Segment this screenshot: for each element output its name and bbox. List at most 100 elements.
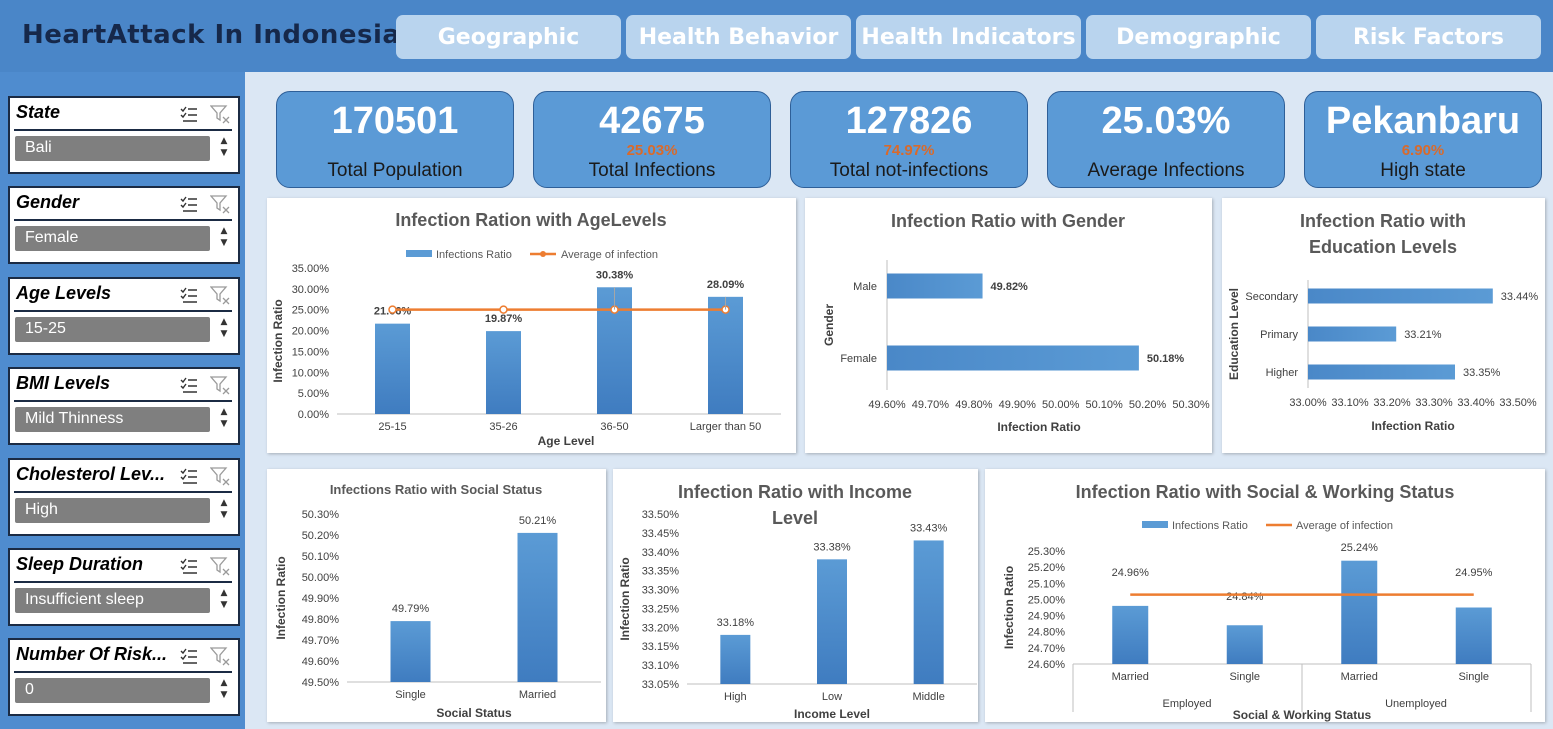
slicer-scrollbar[interactable]: ▲ ▼: [216, 406, 232, 434]
chart-title: Infection Ratio with Gender: [891, 211, 1125, 231]
y-tick-label: Primary: [1260, 329, 1298, 341]
tab-geographic[interactable]: Geographic: [396, 15, 621, 59]
slicer-title: Sleep Duration: [16, 554, 144, 574]
data-label: 33.38%: [813, 541, 851, 553]
bar: [913, 540, 944, 684]
legend-label: Average of infection: [561, 249, 658, 261]
group-label: Unemployed: [1385, 698, 1447, 710]
kpi-percent: 74.97%: [883, 142, 935, 159]
x-axis-label: Social & Working Status: [1233, 708, 1372, 722]
kpi-label: Total Infections: [588, 160, 716, 181]
tab-health-indicators[interactable]: Health Indicators: [856, 15, 1081, 59]
slicer-item-selected[interactable]: Female: [15, 226, 210, 251]
kpi-label: High state: [1380, 160, 1466, 181]
clear-filter-icon[interactable]: [210, 104, 230, 124]
slicer-scrollbar[interactable]: ▲ ▼: [216, 225, 232, 253]
average-marker: [388, 305, 397, 314]
clear-filter-icon[interactable]: [210, 375, 230, 395]
x-tick-label: Larger than 50: [690, 421, 762, 433]
tab-risk-factors[interactable]: Risk Factors: [1316, 15, 1541, 59]
multi-select-icon[interactable]: [180, 105, 198, 123]
slicer-scrollbar[interactable]: ▲ ▼: [216, 135, 232, 163]
multi-select-icon[interactable]: [180, 557, 198, 575]
slicer-scrollbar[interactable]: ▲ ▼: [216, 497, 232, 525]
slicer-item-selected[interactable]: 15-25: [15, 317, 210, 342]
slicer-item-selected[interactable]: High: [15, 498, 210, 523]
chart-age-levels-svg: Infection Ration with AgeLevels 0.00% 5.00…: [271, 210, 781, 448]
scroll-up-icon[interactable]: ▲: [220, 498, 228, 508]
scroll-up-icon[interactable]: ▲: [220, 588, 228, 598]
scroll-down-icon[interactable]: ▼: [220, 600, 228, 610]
bar: [517, 532, 558, 682]
bar: [1455, 607, 1492, 664]
multi-select-icon[interactable]: [180, 376, 198, 394]
clear-filter-icon[interactable]: [210, 285, 230, 305]
x-axis-label: Infection Ratio: [997, 420, 1080, 434]
slicer-scrollbar[interactable]: ▲ ▼: [216, 316, 232, 344]
multi-select-icon[interactable]: [180, 195, 198, 213]
tab-health-behavior[interactable]: Health Behavior: [626, 15, 851, 59]
y-tick-label: 24.80%: [1028, 627, 1066, 639]
x-axis-label: Social Status: [436, 706, 512, 720]
y-axis-label: Education Level: [1227, 288, 1241, 380]
x-tick-label: Married: [519, 689, 556, 701]
data-label: 33.44%: [1501, 291, 1539, 303]
y-tick-label: 25.00%: [292, 305, 330, 317]
y-tick-label: 50.10%: [302, 551, 340, 563]
multi-select-icon[interactable]: [180, 286, 198, 304]
slicer-scrollbar[interactable]: ▲ ▼: [216, 587, 232, 615]
y-tick-label: 50.20%: [302, 530, 340, 542]
scroll-down-icon[interactable]: ▼: [220, 419, 228, 429]
kpi-average-infections: 25.03% Average Infections: [1047, 91, 1285, 188]
scroll-down-icon[interactable]: ▼: [220, 238, 228, 248]
y-tick-label: 33.30%: [642, 585, 680, 597]
bar: [720, 634, 751, 684]
y-tick-label: 25.10%: [1028, 578, 1066, 590]
chart-social-working-svg: Infection Ratio with Social & Working St…: [1002, 482, 1532, 722]
y-tick-label: 25.00%: [1028, 594, 1066, 606]
multi-select-icon[interactable]: [180, 467, 198, 485]
slicer-divider: [14, 219, 232, 221]
clear-filter-icon[interactable]: [210, 466, 230, 486]
slicer-item-selected[interactable]: Insufficient sleep: [15, 588, 210, 613]
slicer-4: Cholesterol Lev... High ▲ ▼: [8, 458, 240, 536]
scroll-down-icon[interactable]: ▼: [220, 148, 228, 158]
scroll-up-icon[interactable]: ▲: [220, 407, 228, 417]
bar: [390, 621, 431, 682]
slicer-divider: [14, 129, 232, 131]
data-label: 33.21%: [1404, 329, 1442, 341]
multi-select-icon[interactable]: [180, 647, 198, 665]
x-tick-label: Middle: [912, 691, 944, 703]
scroll-up-icon[interactable]: ▲: [220, 678, 228, 688]
y-tick-label: Higher: [1266, 367, 1299, 379]
slicer-title: Number Of Risk...: [16, 644, 168, 664]
y-tick-label: 33.45%: [642, 528, 680, 540]
y-tick-label: 15.00%: [292, 346, 330, 358]
slicer-item-selected[interactable]: Mild Thinness: [15, 407, 210, 432]
scroll-up-icon[interactable]: ▲: [220, 136, 228, 146]
y-axis-label: Gender: [822, 304, 836, 346]
clear-filter-icon[interactable]: [210, 646, 230, 666]
y-tick-label: 24.70%: [1028, 643, 1066, 655]
slicer-item-selected[interactable]: 0: [15, 678, 210, 703]
x-tick-label: 50.00%: [1042, 399, 1080, 411]
chart-social-status: Infections Ratio with Social Status 49.50…: [267, 469, 606, 722]
slicer-scrollbar[interactable]: ▲ ▼: [216, 677, 232, 705]
scroll-up-icon[interactable]: ▲: [220, 317, 228, 327]
data-label: 50.21%: [519, 515, 557, 527]
slicer-item-selected[interactable]: Bali: [15, 136, 210, 161]
clear-filter-icon[interactable]: [210, 194, 230, 214]
slicer-2: Age Levels 15-25 ▲ ▼: [8, 277, 240, 355]
scroll-down-icon[interactable]: ▼: [220, 690, 228, 700]
tab-demographic[interactable]: Demographic: [1086, 15, 1311, 59]
data-label: 50.18%: [1147, 353, 1185, 365]
data-label: 33.43%: [910, 522, 948, 534]
y-tick-label: 49.90%: [302, 593, 340, 605]
clear-filter-icon[interactable]: [210, 556, 230, 576]
scroll-up-icon[interactable]: ▲: [220, 226, 228, 236]
x-tick-label: 33.10%: [1331, 397, 1369, 409]
scroll-down-icon[interactable]: ▼: [220, 329, 228, 339]
chart-title: Infection Ration with AgeLevels: [395, 210, 666, 230]
scroll-down-icon[interactable]: ▼: [220, 510, 228, 520]
chart-social-working: Infection Ratio with Social & Working St…: [985, 469, 1545, 722]
